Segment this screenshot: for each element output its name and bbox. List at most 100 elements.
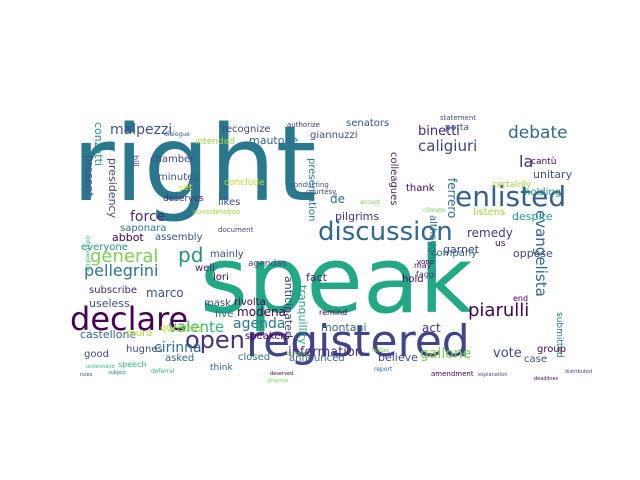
word-enlisted: enlisted: [455, 180, 566, 213]
word-right: right: [72, 103, 316, 225]
word-believe: believe: [378, 351, 418, 364]
word-declare: declare: [70, 300, 188, 338]
word-presentation: presentation: [306, 158, 317, 221]
word-propose: propose: [268, 378, 288, 384]
word-presidency: presidency: [106, 158, 119, 219]
word-thank: thank: [406, 183, 435, 194]
word-agendas: agendas: [248, 259, 287, 269]
word-mura: mura: [126, 328, 152, 339]
word-act: act: [422, 321, 441, 335]
word-today: today: [372, 347, 390, 354]
word-binetti: binetti: [418, 124, 460, 139]
word-courtesy: courtesy: [306, 188, 336, 196]
word-likes: likes: [218, 197, 240, 208]
word-assembly: assembly: [155, 232, 203, 243]
word-asked: asked: [165, 353, 194, 364]
word-conducting: conducting: [290, 181, 329, 189]
word-mask: mask: [204, 298, 231, 309]
word-ferrero: ferrero: [445, 178, 459, 218]
word-garnet: garnet: [443, 243, 480, 256]
word-although: although: [427, 215, 438, 259]
word-end: end: [513, 294, 528, 303]
word-understand: understand: [86, 364, 115, 370]
word-process: process: [287, 351, 307, 357]
word-accept: accept: [360, 199, 381, 206]
word-hold: hold: [402, 274, 424, 285]
word-speech: speech: [118, 360, 147, 369]
word-submitted: submitted: [554, 312, 564, 358]
word-explanation: explanation: [478, 372, 507, 378]
word-rules: rules: [80, 372, 93, 378]
word-porta: porta: [445, 123, 469, 133]
word-report: report: [374, 366, 393, 373]
word-speakers: speakers: [245, 331, 290, 342]
word-hugnes: hugnes: [126, 344, 163, 355]
word-intervention: intervention: [84, 236, 91, 273]
word-piarulli: piarulli: [468, 300, 529, 321]
word-closed: closed: [238, 352, 270, 363]
word-questors: questors: [160, 323, 203, 334]
word-chamber: chamber: [150, 154, 195, 165]
word-authorize: authorize: [287, 121, 320, 129]
word-general: general: [90, 246, 158, 267]
word-group: group: [537, 344, 566, 355]
word-statement: statement: [440, 114, 476, 122]
word-deadlines: deadlines: [534, 376, 559, 382]
word-colleagues: colleagues: [388, 152, 399, 206]
word-climate: climate: [423, 207, 446, 214]
word-mautone: mautone: [249, 134, 298, 147]
word-open: open: [185, 326, 245, 354]
word-consideration: consideration: [193, 208, 241, 216]
word-giannuzzi: giannuzzi: [310, 130, 358, 141]
word-minutes: minutes: [158, 172, 198, 183]
word-registered: registered: [246, 316, 470, 367]
word-bill: bill: [131, 155, 140, 167]
word-pellegrini: pellegrini: [84, 261, 159, 280]
word-vono: vono: [417, 258, 434, 266]
word-case: case: [524, 354, 547, 365]
word-conclude: conclude: [224, 178, 265, 188]
word-gallone: gallone: [420, 346, 471, 362]
word-cirinna: cirinna: [154, 340, 202, 356]
word-valente: valente: [168, 318, 224, 336]
word-modena: modena: [237, 305, 286, 319]
word-senators: senators: [346, 118, 389, 129]
word-deserved: deserved: [270, 371, 293, 377]
word-think: think: [210, 363, 233, 373]
word-information: information: [288, 345, 363, 360]
word-may: may: [414, 261, 432, 270]
word-faggi: faggi: [416, 270, 436, 279]
word-pilgrims: pilgrims: [335, 210, 379, 223]
word-pd: pd: [178, 243, 203, 267]
word-intended: intended: [195, 137, 235, 147]
word-remind: remind: [319, 308, 347, 317]
word-tranquillity: tranquillity: [296, 285, 309, 345]
word-force: force: [130, 209, 165, 225]
word-recognize: recognize: [222, 124, 271, 135]
word-malpezzi: malpezzi: [110, 122, 172, 138]
word-despite: despite: [512, 210, 553, 223]
word-vote: vote: [493, 346, 522, 361]
word-remedy: remedy: [467, 226, 513, 240]
word-five: five: [215, 309, 233, 320]
word-subscribe: subscribe: [89, 285, 137, 296]
word-oppose: oppose: [513, 247, 553, 260]
word-subject: subject: [108, 370, 126, 376]
word-castellone: castellone: [80, 328, 136, 341]
word-la: la: [519, 152, 533, 171]
word-debate: debate: [508, 123, 568, 143]
word-caligiuri: caligiuri: [418, 137, 477, 155]
word-agenda: agenda: [233, 316, 285, 332]
word-speak: speak: [200, 227, 473, 334]
word-certainly: certainly: [492, 180, 532, 190]
word-good: good: [84, 349, 109, 360]
word-amendment: amendment: [431, 370, 474, 378]
word-well: well: [195, 263, 215, 274]
word-unitary: unitary: [533, 168, 573, 181]
word-listens: listens: [473, 207, 505, 218]
word-anticipated: anticipated: [282, 276, 295, 338]
word-holding: holding: [524, 187, 561, 198]
word-conzatti: conzatti: [92, 122, 105, 166]
word-announced: announced: [289, 353, 345, 364]
